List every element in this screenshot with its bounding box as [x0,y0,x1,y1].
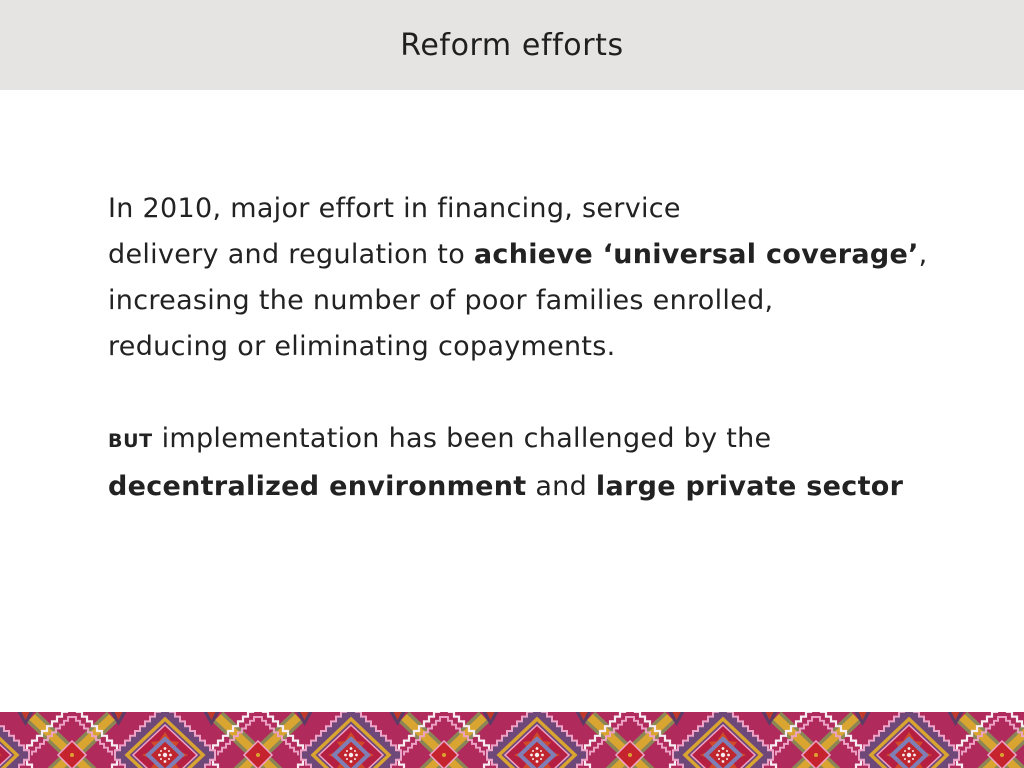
body-line-1: In 2010, major effort in financing, serv… [108,193,681,224]
bold-universal-coverage: achieve ‘universal coverage’ [473,239,919,270]
body-line-2: delivery and regulation to achieve ‘univ… [108,239,928,270]
bold-decentralized-environment: decentralized environment [108,471,527,502]
paragraph-challenge: BUT implementation has been challenged b… [108,416,988,510]
slide-body: In 2010, major effort in financing, serv… [108,186,988,510]
page-title: Reform efforts [400,27,624,63]
body-line-5: BUT implementation has been challenged b… [108,423,772,454]
bold-large-private-sector: large private sector [595,471,904,502]
body-line-4: reducing or eliminating copayments. [108,331,616,362]
paragraph-reform: In 2010, major effort in financing, serv… [108,186,988,370]
body-line-3: increasing the number of poor families e… [108,285,774,316]
slide-header: Reform efforts [0,0,1024,90]
body-line-6: decentralized environment and large priv… [108,471,904,502]
textile-pattern-footer [0,712,1024,768]
but-emphasis: BUT [108,430,153,452]
